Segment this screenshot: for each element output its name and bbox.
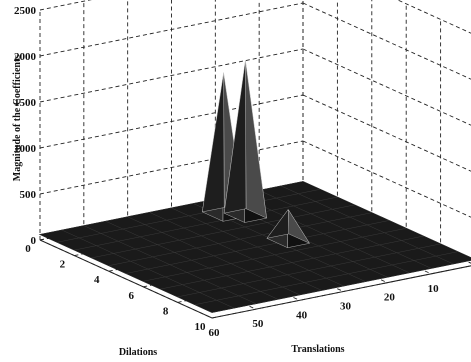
surface-mesh-line (91, 204, 355, 259)
dilation-tick-label: 6 (128, 290, 134, 302)
side-wall-hgrid (302, 2, 471, 80)
z-tick-label: 0 (31, 235, 37, 247)
surface-mesh-line (125, 220, 390, 274)
back-wall-hgrid (39, 0, 92, 11)
z-axis-label: Magnitude of the Coefficients (12, 55, 23, 181)
surface-mesh-line (194, 251, 458, 305)
surface-mesh-line (57, 189, 321, 243)
x-axis-label: Dilations (119, 347, 157, 358)
floor-frame (39, 239, 471, 319)
surface-mesh-line (177, 243, 441, 298)
translation-tick-label: 60 (209, 327, 221, 339)
translation-tick-label: 50 (252, 318, 264, 330)
back-wall-hgrid (39, 140, 304, 195)
translation-tick-label: 40 (296, 309, 308, 321)
surface-mesh-line (143, 228, 407, 282)
dilation-tick-label: 4 (94, 274, 100, 286)
z-tick-label: 1000 (14, 143, 37, 155)
side-wall-hgrid (396, 0, 471, 34)
dilation-tick-label: 0 (25, 243, 31, 255)
z-tick-label: 2500 (14, 5, 37, 17)
translation-tick-label: 20 (384, 292, 396, 304)
back-wall-hgrid (39, 2, 304, 57)
back-wall-hgrid (39, 48, 304, 103)
surface-mesh-line (74, 196, 338, 251)
side-wall-hgrid (302, 94, 471, 172)
translation-tick-label: 30 (340, 301, 352, 313)
z-tick-label: 2000 (14, 51, 37, 63)
dilation-tick-label: 2 (60, 259, 66, 271)
side-wall-hgrid (302, 48, 471, 126)
z-tick-label: 1500 (14, 97, 37, 109)
surface (38, 60, 471, 313)
surface-mesh-line (160, 235, 424, 290)
z-tick-label: 500 (20, 189, 37, 201)
dilation-tick-label: 8 (163, 305, 169, 317)
peak-1-face (202, 72, 225, 213)
peak-2-face (245, 60, 267, 219)
back-wall-hgrid (39, 94, 304, 149)
translation-tick-label: 10 (428, 283, 440, 295)
peak-2-face (223, 60, 247, 214)
y-axis-label: Translations (291, 344, 344, 355)
side-wall-hgrid (302, 140, 471, 218)
peak-3-face (266, 208, 290, 239)
tick-labels: 0500100015002000250002468106050403020100 (14, 5, 440, 339)
dilation-tick-label: 10 (195, 321, 207, 333)
surface-mesh-line (108, 212, 372, 266)
surface-mesh-line (211, 260, 471, 313)
